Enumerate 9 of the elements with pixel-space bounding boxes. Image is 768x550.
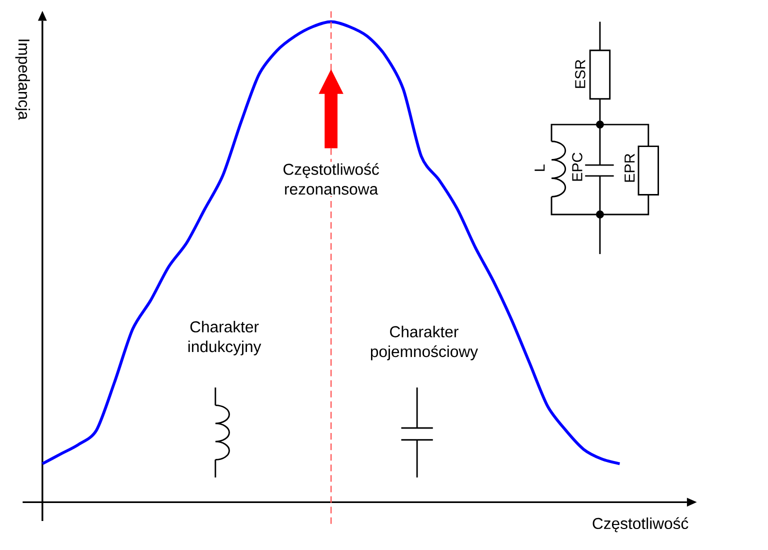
annotation: EPC	[572, 152, 582, 181]
annotation: Częstotliwość rezonansowa	[284, 163, 379, 195]
annotation: L	[534, 164, 545, 172]
annotation: ESR	[575, 60, 586, 88]
annotation: Charakter indukcyjny	[188, 321, 262, 356]
y-axis-title: Impedancja	[15, 40, 30, 120]
annotation: Charakter pojemnościowy	[370, 326, 478, 360]
annotation: EPR	[624, 154, 635, 182]
x-axis-title: Częstotliwość	[592, 517, 688, 532]
